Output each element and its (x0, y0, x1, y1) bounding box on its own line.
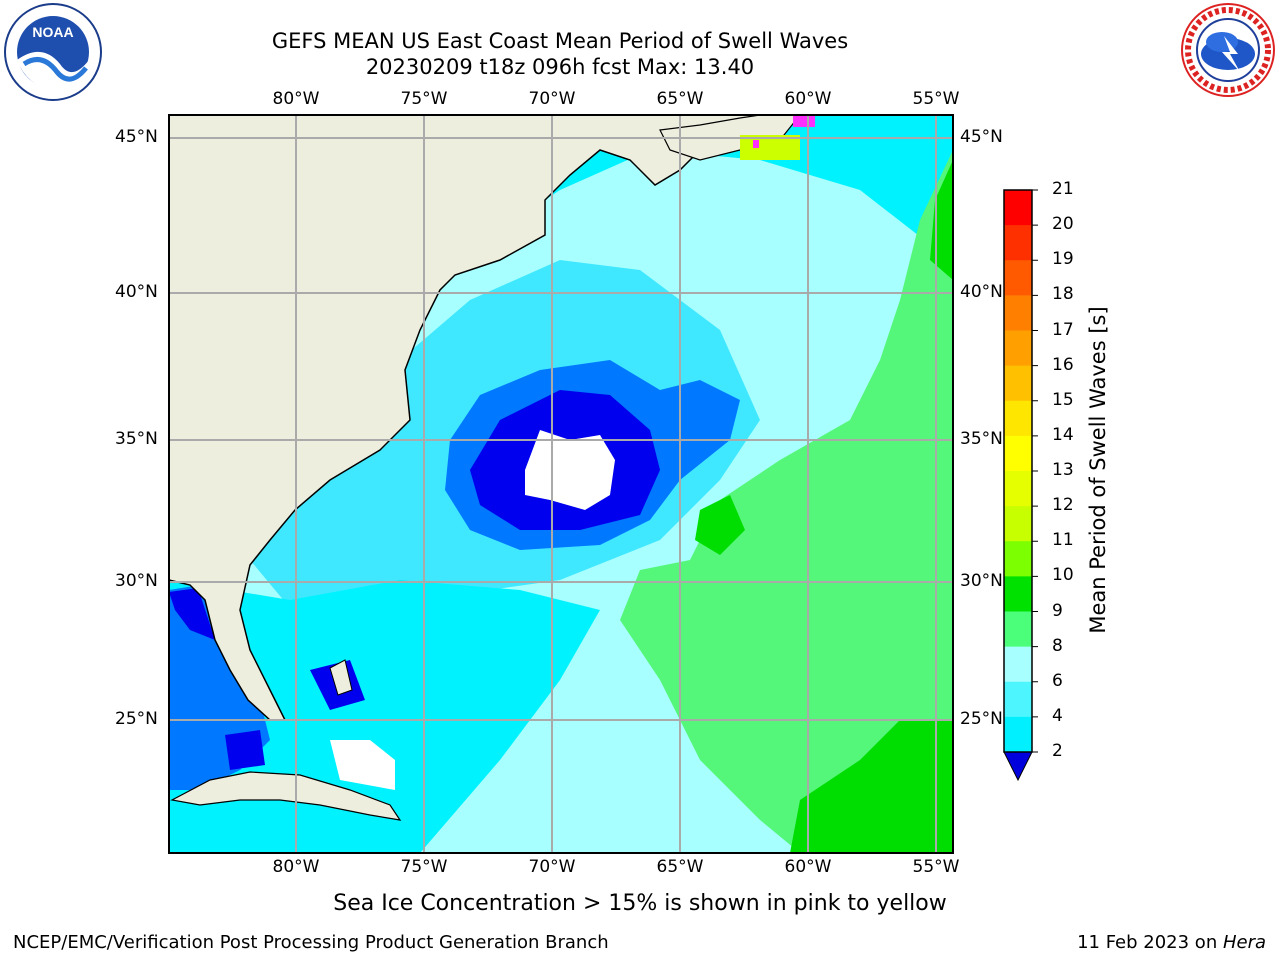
lon-label-top-60w: 60°W (784, 89, 832, 109)
colorbar-segment (1004, 681, 1032, 718)
lon-label-bottom-75w: 75°W (400, 857, 448, 877)
colorbar-segment (1004, 400, 1032, 437)
colorbar-segment (1004, 260, 1032, 296)
lat-label-left-25n: 25°N (115, 709, 158, 729)
lat-label-right-25n: 25°N (960, 709, 1003, 729)
footer-branch: NCEP/EMC/Verification Post Processing Pr… (13, 932, 609, 953)
colorbar-tick-label: 12 (1052, 495, 1074, 516)
cuba-landmass (170, 771, 402, 821)
colorbar-segment (1004, 190, 1032, 226)
colorbar-segment (1004, 646, 1032, 683)
colorbar-tick-label: 4 (1052, 705, 1063, 726)
map-title: GEFS MEAN US East Coast Mean Period of S… (271, 29, 849, 53)
colorbar-segment (1004, 435, 1032, 472)
colorbar-tick-label: 9 (1052, 600, 1063, 621)
lon-label-top-75w: 75°W (400, 89, 448, 109)
colorbar-tick-label: 17 (1052, 319, 1074, 340)
masked-minimum-zone (525, 430, 615, 510)
colorbar-tick-label: 2 (1052, 741, 1063, 761)
colorbar-segment (1004, 225, 1032, 261)
bright-green-patch (695, 495, 745, 555)
bahamas-masked (330, 740, 395, 790)
footer-date-text: 11 Feb 2023 on (1077, 932, 1223, 953)
lon-label-bottom-80w: 80°W (272, 857, 320, 877)
colorbar-tick-label: 14 (1052, 424, 1074, 445)
lon-label-bottom-65w: 65°W (656, 857, 704, 877)
colorbar-segment (1004, 611, 1032, 648)
lat-label-right-30n: 30°N (960, 571, 1003, 591)
colorbar-tick-label: 18 (1052, 284, 1074, 305)
lon-label-top-55w: 55°W (912, 89, 960, 109)
noaa-logo: NOAA (2, 2, 104, 102)
colorbar-tick-label: 6 (1052, 670, 1063, 691)
colorbar-segment (1004, 506, 1032, 542)
colorbar-segment (1004, 541, 1032, 577)
lat-label-right-40n: 40°N (960, 282, 1003, 302)
lat-label-left-40n: 40°N (115, 282, 158, 302)
colorbar-tick-label: 10 (1052, 565, 1074, 586)
colorbar-tick-label: 16 (1052, 354, 1074, 375)
colorbar-tick-label: 11 (1052, 530, 1074, 551)
colorbar-tick-label: 20 (1052, 214, 1074, 235)
colorbar-tick-label: 19 (1052, 249, 1074, 270)
sea-ice-pink-small (753, 140, 759, 148)
bahamas-island (329, 659, 353, 696)
map-frame (168, 114, 954, 854)
colorbar-segment (1004, 716, 1032, 753)
colorbar-segment (1004, 576, 1032, 612)
nws-logo (1178, 2, 1278, 98)
green-swell-zone (620, 150, 953, 853)
lat-label-left-35n: 35°N (115, 429, 158, 449)
lon-label-bottom-60w: 60°W (784, 857, 832, 877)
colorbar-segment (1004, 295, 1032, 331)
colorbar-tick-label: 15 (1052, 389, 1074, 410)
footer-date: 11 Feb 2023 on Hera (1077, 932, 1266, 953)
footer-host: Hera (1222, 932, 1266, 953)
lon-label-top-65w: 65°W (656, 89, 704, 109)
forecast-subtitle: 20230209 t18z 096h fcst Max: 13.40 (365, 55, 755, 79)
colorbar-segment (1004, 471, 1032, 507)
graticule (169, 115, 953, 853)
colorbar-tick-label: 13 (1052, 460, 1074, 480)
colorbar (1003, 189, 1038, 782)
lat-label-left-30n: 30°N (115, 571, 158, 591)
svg-text:NOAA: NOAA (32, 24, 73, 40)
sea-ice-yellow (740, 135, 800, 160)
lon-label-bottom-70w: 70°W (528, 857, 576, 877)
lat-label-left-45n: 45°N (115, 127, 158, 147)
colorbar-tick-label: 21 (1052, 179, 1074, 199)
colorbar-segment (1004, 330, 1032, 367)
lat-label-right-45n: 45°N (960, 127, 1003, 147)
colorbar-tick-label: 8 (1052, 635, 1063, 656)
lat-label-right-35n: 35°N (960, 429, 1003, 449)
us-east-coast-landmass (169, 115, 762, 721)
gulf-dark-blue (169, 588, 215, 640)
lon-label-top-80w: 80°W (272, 89, 320, 109)
lon-label-bottom-55w: 55°W (912, 857, 960, 877)
straits-dark-blue (225, 730, 265, 770)
colorbar-label: Mean Period of Swell Waves [s] (1086, 306, 1110, 634)
colorbar-extension (1003, 751, 1033, 782)
sea-ice-pink (793, 115, 815, 127)
sea-ice-note: Sea Ice Concentration > 15% is shown in … (333, 891, 947, 916)
bright-green-swell-zone-south (790, 720, 953, 853)
lon-label-top-70w: 70°W (528, 89, 576, 109)
colorbar-segment (1004, 365, 1032, 402)
